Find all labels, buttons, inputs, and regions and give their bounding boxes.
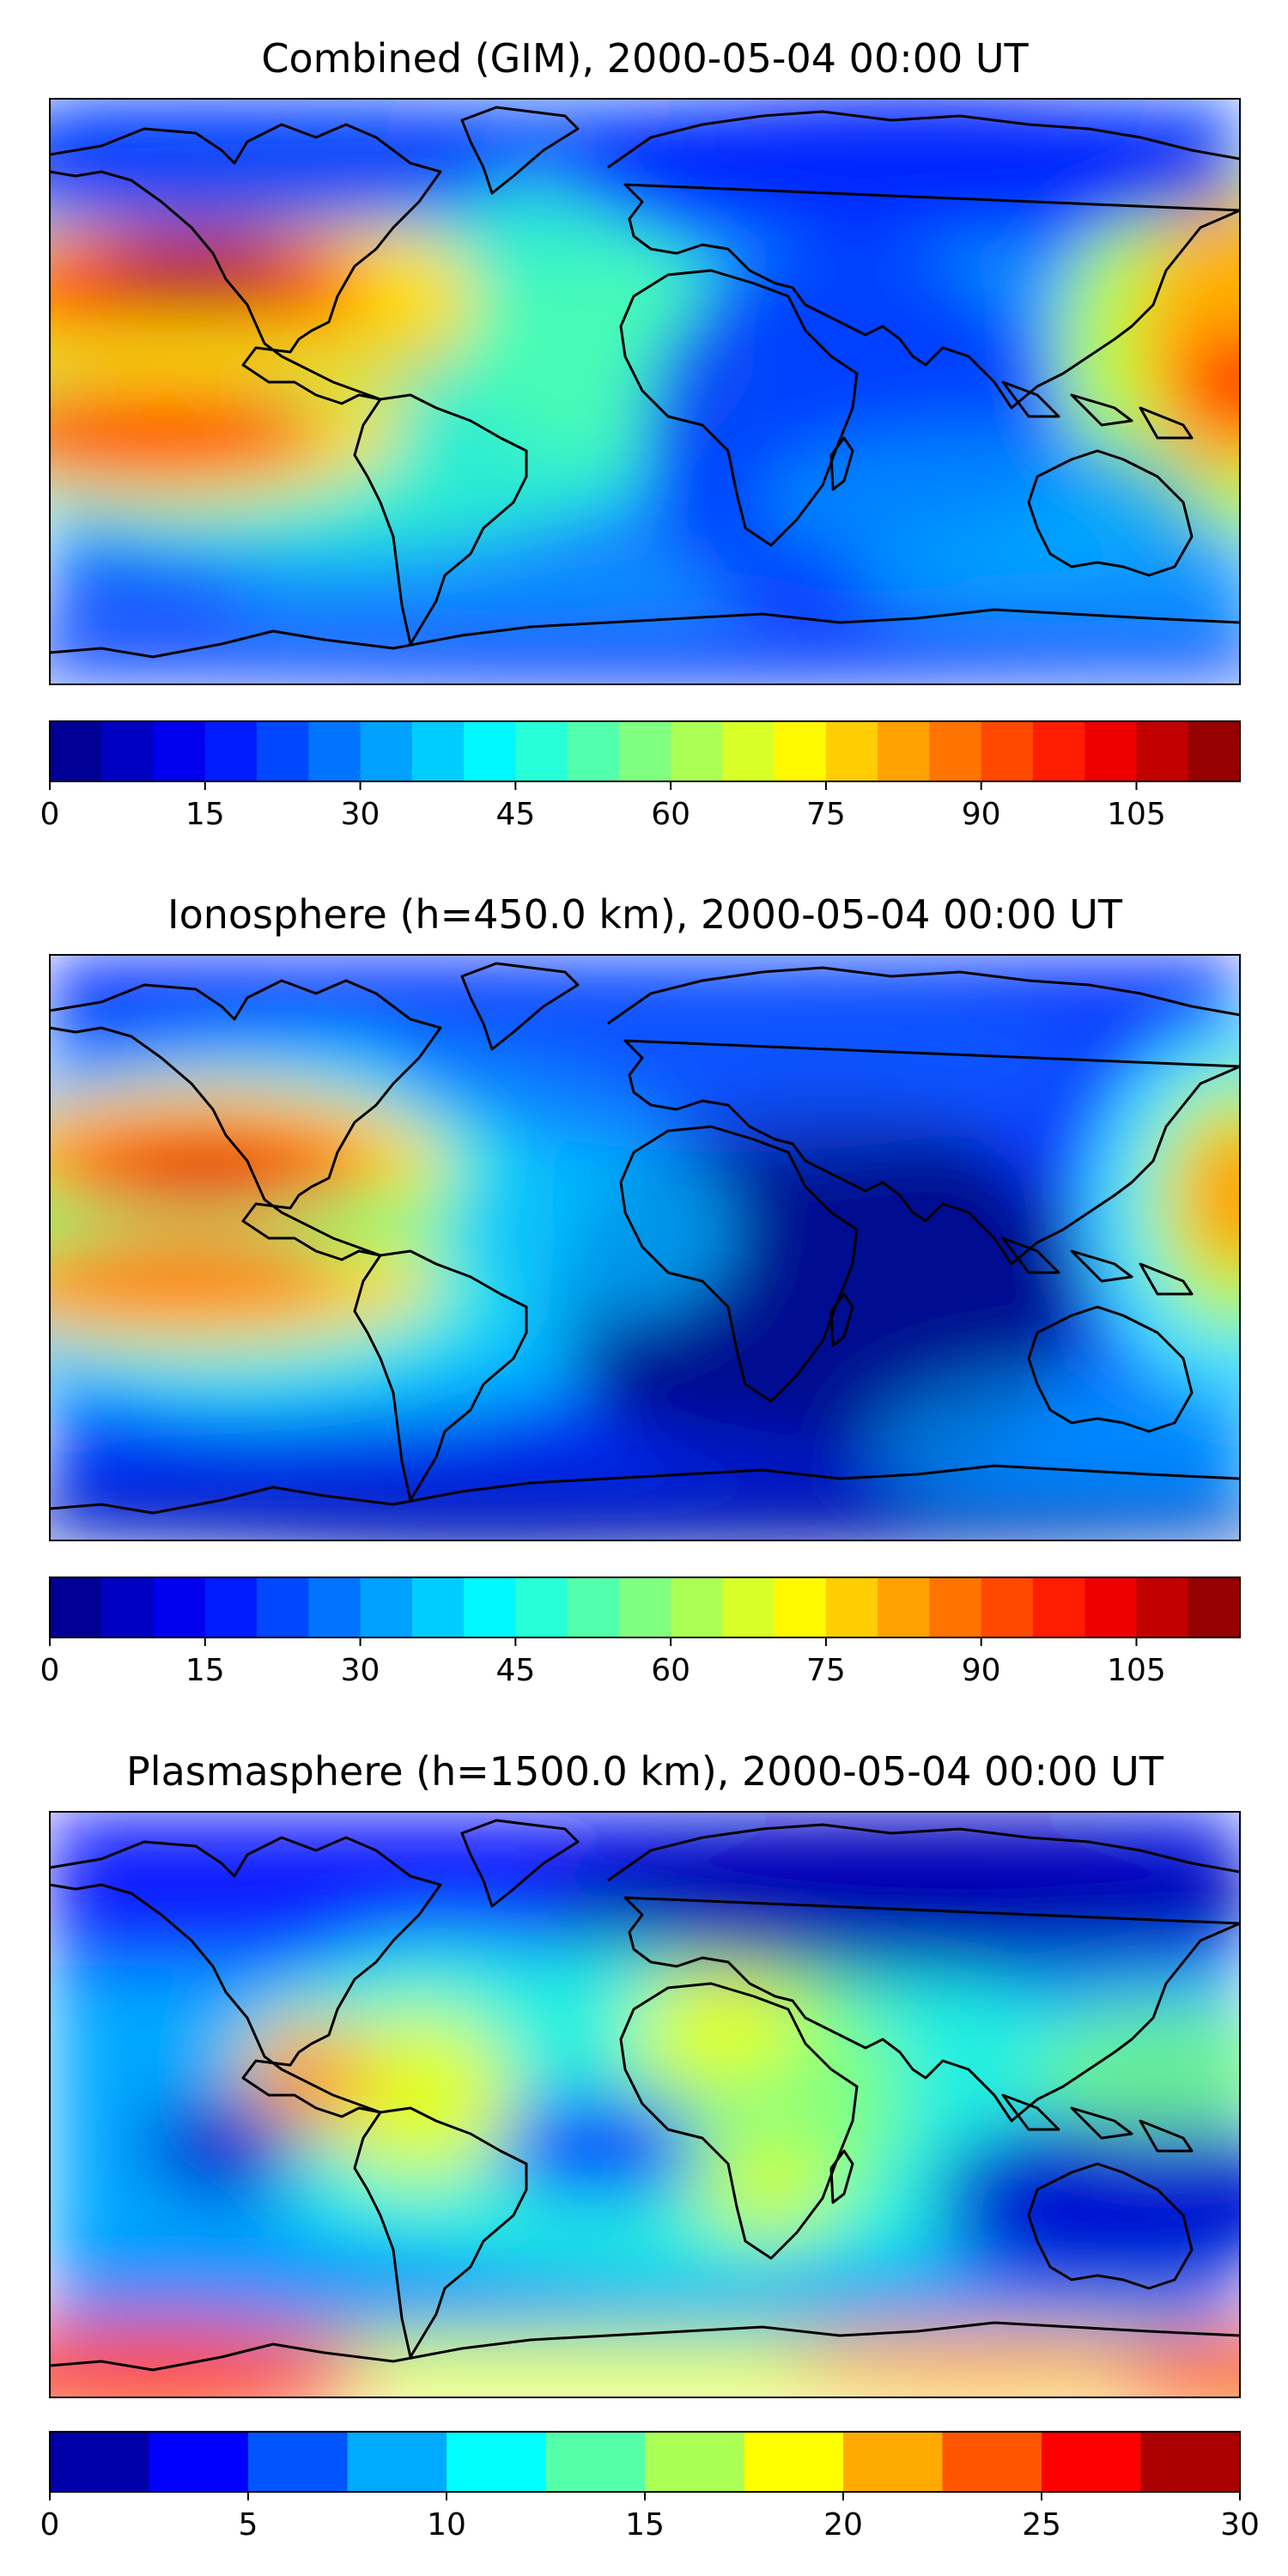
panel-3-frame bbox=[49, 1811, 1241, 2398]
panel-3-colorbar: 0 5 10 15 20 25 30 bbox=[40, 2431, 1260, 2543]
colorbar-tick-label: 105 bbox=[1107, 797, 1166, 832]
panel-3-title: Plasmasphere (h=1500.0 km), 2000-05-04 0… bbox=[126, 1748, 1164, 1795]
colorbar-swatch bbox=[981, 1577, 1034, 1637]
colorbar-tick-label: 45 bbox=[495, 797, 535, 832]
colorbar-swatch bbox=[515, 1577, 568, 1637]
colorbar-swatch bbox=[248, 2432, 349, 2492]
colorbar-swatch bbox=[774, 721, 827, 781]
colorbar-tick-label: 60 bbox=[651, 797, 690, 832]
panel-1-title: Combined (GIM), 2000-05-04 00:00 UT bbox=[261, 35, 1029, 82]
colorbar-swatch bbox=[567, 1577, 620, 1637]
panel-2-title: Ionosphere (h=450.0 km), 2000-05-04 00:0… bbox=[167, 891, 1123, 938]
colorbar-swatch bbox=[308, 721, 361, 781]
colorbar-swatch bbox=[411, 1577, 465, 1637]
colorbar-swatch bbox=[774, 1577, 827, 1637]
colorbar-swatch bbox=[671, 1577, 723, 1637]
colorbar-swatch bbox=[308, 1577, 361, 1637]
colorbar-swatch bbox=[360, 1577, 413, 1637]
colorbar-swatch bbox=[1084, 1577, 1138, 1637]
colorbar-swatch bbox=[929, 721, 982, 781]
panel-2-colorbar: 0 15 30 45 60 75 90 105 bbox=[40, 1577, 1241, 1688]
panel-1-frame bbox=[49, 98, 1241, 685]
colorbar-swatch bbox=[929, 1577, 982, 1637]
colorbar-tick-label: 0 bbox=[40, 797, 60, 832]
colorbar-swatch bbox=[204, 721, 258, 781]
colorbar-swatch bbox=[942, 2432, 1042, 2492]
colorbar-tick-label: 0 bbox=[40, 1653, 60, 1688]
colorbar-tick-label: 75 bbox=[806, 797, 846, 832]
colorbar-tick-label: 75 bbox=[806, 1653, 846, 1688]
colorbar-tick-label: 45 bbox=[495, 1653, 535, 1688]
panel-2-frame bbox=[49, 954, 1241, 1541]
colorbar-swatch bbox=[843, 2432, 944, 2492]
colorbar-swatch bbox=[464, 1577, 516, 1637]
colorbar-swatch bbox=[447, 2432, 547, 2492]
colorbar-tick-label: 90 bbox=[962, 1653, 1001, 1688]
colorbar-swatch bbox=[618, 1577, 671, 1637]
colorbar-swatch bbox=[567, 721, 620, 781]
colorbar-swatch bbox=[1136, 1577, 1189, 1637]
colorbar-tick-label: 5 bbox=[239, 2507, 258, 2543]
colorbar-tick-label: 60 bbox=[651, 1653, 690, 1688]
colorbar-swatch bbox=[1140, 2432, 1241, 2492]
colorbar-swatch bbox=[545, 2432, 646, 2492]
colorbar-swatch bbox=[153, 721, 206, 781]
colorbar-tick-label: 90 bbox=[962, 797, 1001, 832]
colorbar-swatch bbox=[1136, 721, 1189, 781]
colorbar-swatch bbox=[1188, 1577, 1241, 1637]
colorbar-swatch bbox=[204, 1577, 258, 1637]
colorbar-swatch bbox=[464, 721, 516, 781]
colorbar-tick-label: 0 bbox=[40, 2507, 60, 2543]
panel-1-map bbox=[49, 98, 1241, 685]
colorbar-swatch bbox=[1084, 721, 1138, 781]
colorbar-swatch bbox=[878, 1577, 931, 1637]
colorbar-swatch bbox=[1032, 1577, 1085, 1637]
colorbar-swatch bbox=[50, 1577, 102, 1637]
colorbar-tick-label: 30 bbox=[1220, 2507, 1260, 2543]
colorbar-swatch bbox=[360, 721, 413, 781]
colorbar-swatch bbox=[101, 1577, 155, 1637]
colorbar-swatch bbox=[101, 721, 155, 781]
colorbar-swatch bbox=[645, 2432, 745, 2492]
colorbar-swatch bbox=[1188, 721, 1241, 781]
colorbar-swatch bbox=[618, 721, 671, 781]
panel-1-colorbar: 0 15 30 45 60 75 90 105 bbox=[40, 720, 1241, 832]
colorbar-swatch bbox=[825, 1577, 878, 1637]
colorbar-swatch bbox=[50, 2432, 150, 2492]
colorbar-swatch bbox=[744, 2432, 844, 2492]
colorbar-tick-label: 15 bbox=[185, 1653, 225, 1688]
colorbar-swatch bbox=[825, 721, 878, 781]
colorbar-swatch bbox=[722, 721, 775, 781]
colorbar-tick-label: 20 bbox=[823, 2507, 863, 2543]
colorbar-swatch bbox=[671, 721, 723, 781]
colorbar-swatch bbox=[1042, 2432, 1142, 2492]
colorbar-swatch bbox=[257, 721, 309, 781]
colorbar-tick-label: 15 bbox=[625, 2507, 665, 2543]
colorbar-tick-label: 105 bbox=[1107, 1653, 1166, 1688]
colorbar-tick-label: 30 bbox=[341, 797, 380, 832]
colorbar-swatch bbox=[722, 1577, 775, 1637]
colorbar-swatch bbox=[878, 721, 931, 781]
panel-2-map bbox=[49, 954, 1241, 1541]
colorbar-swatch bbox=[515, 721, 568, 781]
colorbar-swatch bbox=[411, 721, 465, 781]
colorbar-swatch bbox=[981, 721, 1034, 781]
colorbar-swatch bbox=[153, 1577, 206, 1637]
colorbar-tick-label: 25 bbox=[1022, 2507, 1061, 2543]
colorbar-swatch bbox=[257, 1577, 309, 1637]
colorbar-swatch bbox=[347, 2432, 447, 2492]
colorbar-swatch bbox=[50, 721, 102, 781]
colorbar-tick-label: 10 bbox=[427, 2507, 466, 2543]
colorbar-tick-label: 15 bbox=[185, 797, 225, 832]
colorbar-swatch bbox=[1032, 721, 1085, 781]
colorbar-tick-label: 30 bbox=[341, 1653, 380, 1688]
colorbar-swatch bbox=[149, 2432, 249, 2492]
panel-3-map bbox=[49, 1811, 1241, 2398]
